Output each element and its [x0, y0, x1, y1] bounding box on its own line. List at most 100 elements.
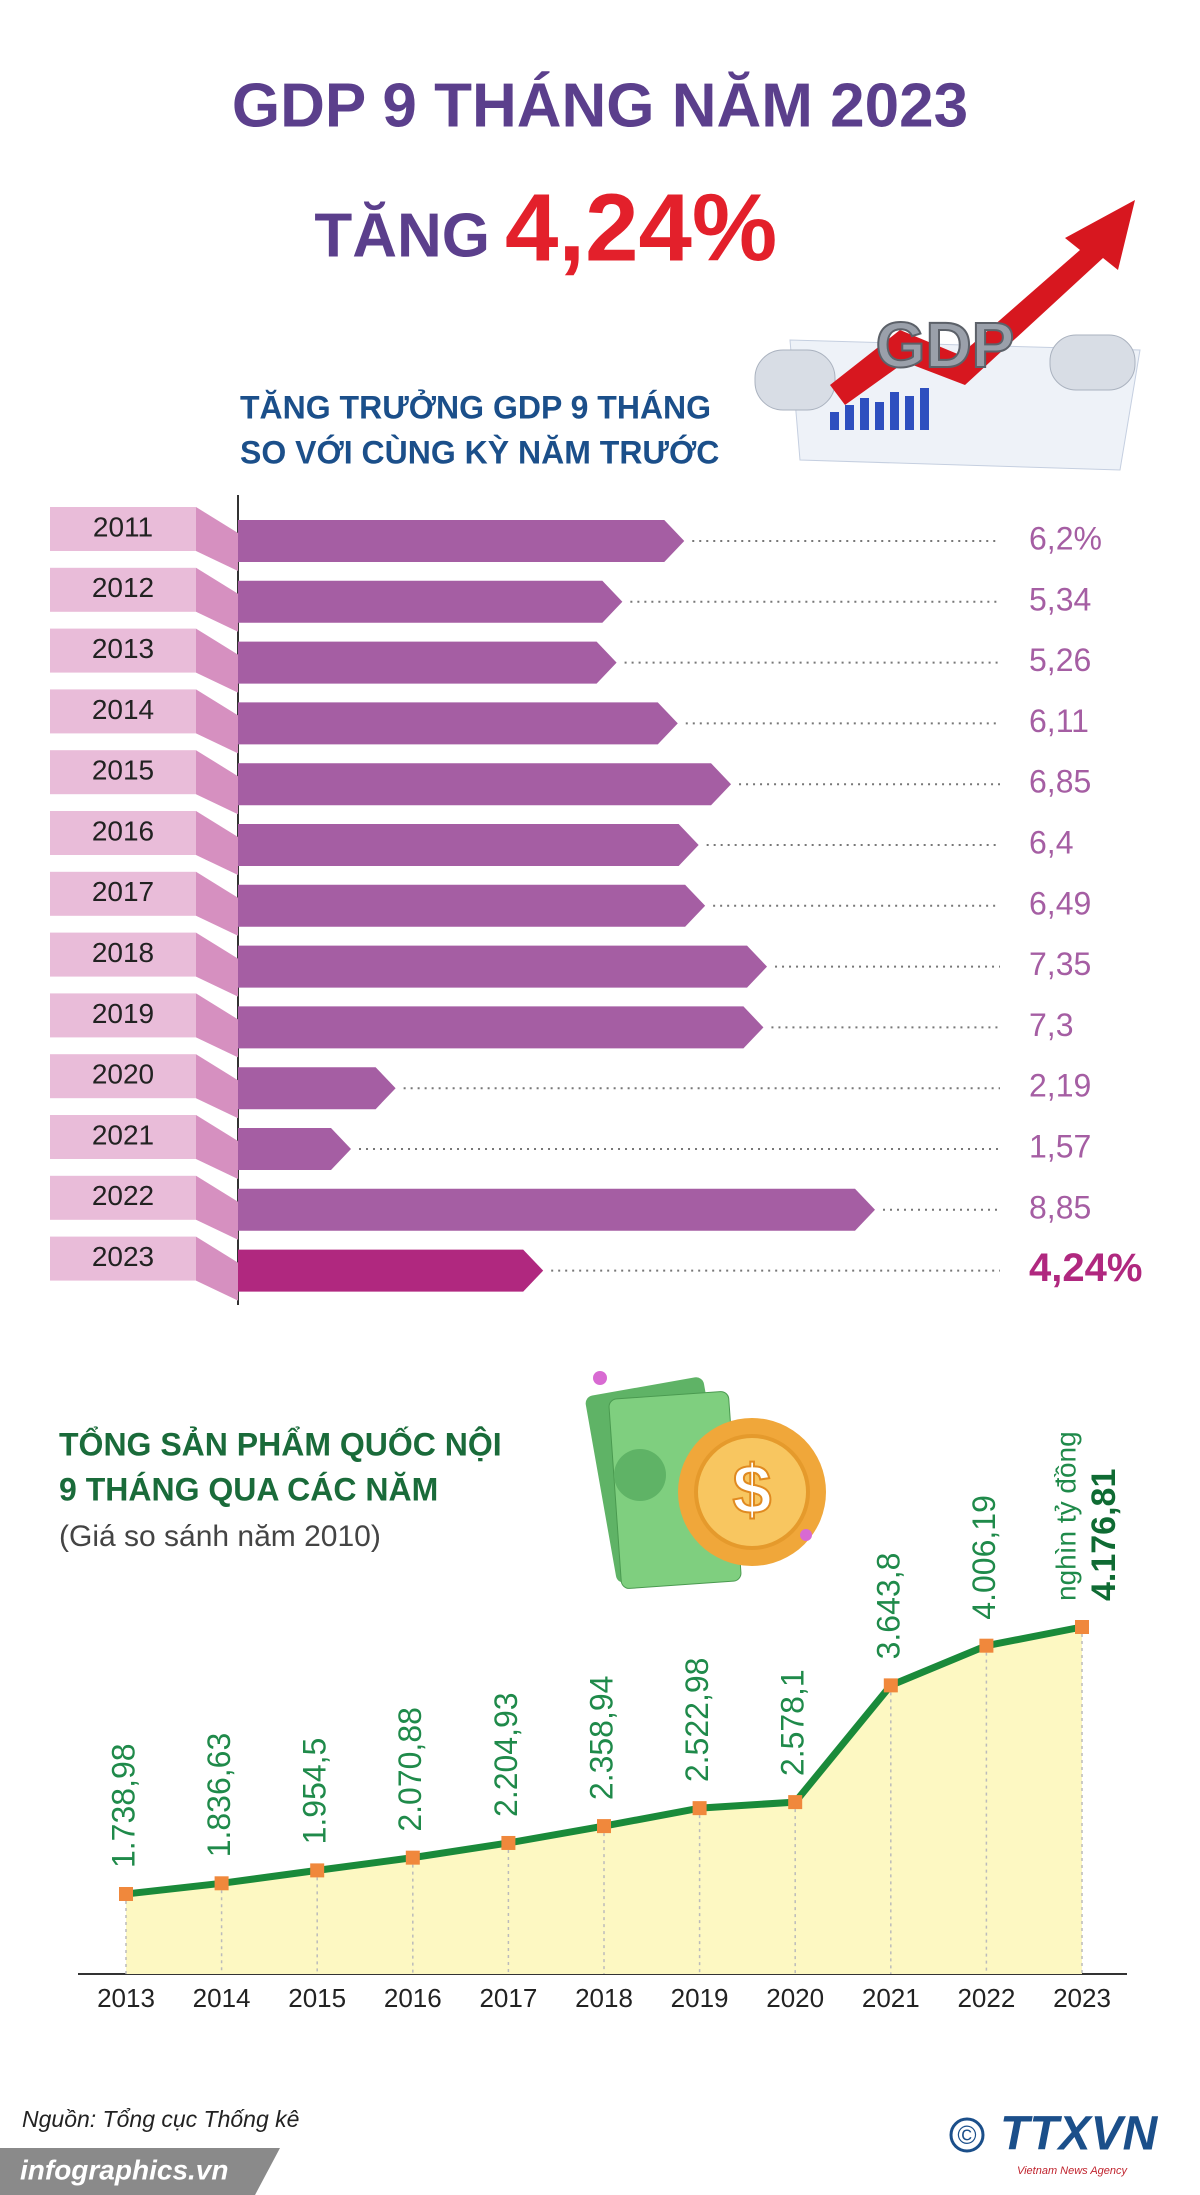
- value-label: 1,57: [1029, 1128, 1091, 1164]
- x-tick-label: 2014: [193, 1983, 251, 2013]
- value-label: 4.006,19: [966, 1495, 1002, 1620]
- year-tab: [50, 1054, 196, 1099]
- bar: [238, 1006, 764, 1049]
- value-label: 2,19: [1029, 1068, 1091, 1104]
- gdp-illustration: GDP: [754, 200, 1141, 471]
- value-label: 6,49: [1029, 885, 1091, 921]
- bar: [238, 520, 685, 562]
- category-label: 2018: [92, 937, 154, 968]
- year-tab-fold: [196, 1175, 238, 1240]
- category-label: 2015: [92, 755, 154, 786]
- value-label: 6,11: [1029, 703, 1089, 739]
- year-tab: [50, 993, 196, 1038]
- value-label: 2.070,88: [392, 1707, 428, 1832]
- copyright: ©: [957, 2120, 976, 2150]
- copyright-ring: [949, 2117, 985, 2153]
- year-tab-fold: [196, 1115, 238, 1179]
- category-label: 2020: [92, 1059, 154, 1090]
- x-tick-label: 2018: [575, 1983, 633, 2013]
- marker: [214, 1876, 229, 1891]
- marker: [883, 1678, 898, 1693]
- year-tab-fold: [196, 871, 238, 936]
- year-tab: [50, 689, 196, 734]
- roll: [754, 349, 836, 411]
- value-label: 3.643,8: [870, 1553, 906, 1660]
- roll: [1049, 334, 1136, 391]
- marker: [979, 1638, 994, 1653]
- bar: [238, 580, 623, 623]
- value-label: 5,34: [1029, 581, 1091, 617]
- value-label: 2.522,98: [679, 1658, 715, 1783]
- year-tab-fold: [196, 932, 238, 997]
- year-tab: [50, 1115, 196, 1159]
- note-seal: [614, 1449, 666, 1501]
- chart-title: SO VỚI CÙNG KỲ NĂM TRƯỚC: [240, 434, 719, 470]
- category-label: 2021: [92, 1119, 154, 1150]
- category-label: 2023: [92, 1241, 154, 1272]
- marker: [405, 1850, 420, 1865]
- year-tab-fold: [196, 1236, 238, 1301]
- year-tab-fold: [196, 567, 238, 632]
- x-tick-label: 2023: [1053, 1983, 1111, 2013]
- coin-symbol: $: [733, 1450, 772, 1528]
- value-label: 2.578,1: [775, 1669, 811, 1776]
- subtitle-value: 4,24%: [505, 174, 777, 281]
- year-tab-fold: [196, 507, 238, 571]
- year-tab: [50, 507, 196, 551]
- marker: [1075, 1620, 1089, 1634]
- x-tick-label: 2022: [957, 1983, 1015, 2013]
- chart-title: 9 THÁNG QUA CÁC NĂM: [59, 1471, 438, 1507]
- year-tab-fold: [196, 811, 238, 875]
- value-label: 6,4: [1029, 824, 1073, 860]
- x-tick-label: 2015: [288, 1983, 346, 2013]
- year-tab-fold: [196, 628, 238, 693]
- gdp-label: GDP: [876, 309, 1015, 381]
- marker: [597, 1819, 611, 1834]
- bar: [238, 884, 706, 927]
- confetti: [800, 1529, 812, 1541]
- bar: [238, 702, 678, 745]
- category-label: 2013: [92, 633, 154, 664]
- category-label: 2011: [93, 511, 153, 542]
- category-label: 2022: [92, 1180, 154, 1211]
- mini-bars: [830, 388, 929, 430]
- year-tab: [50, 1175, 196, 1220]
- marker: [692, 1801, 707, 1816]
- x-tick-label: 2019: [671, 1983, 729, 2013]
- year-tab-fold: [196, 689, 238, 754]
- year-tab-fold: [196, 1054, 238, 1119]
- source: Nguồn: Tổng cục Thống kê: [22, 2106, 299, 2132]
- chart-title: TỔNG SẢN PHẨM QUỐC NỘI: [59, 1426, 502, 1462]
- category-label: 2014: [92, 694, 154, 725]
- money-illustration: $: [585, 1371, 826, 1589]
- x-tick-label: 2021: [862, 1983, 920, 2013]
- logo-subtitle: Vietnam News Agency: [1017, 2165, 1129, 2177]
- chart-subtitle: (Giá so sánh năm 2010): [59, 1520, 381, 1553]
- year-tab-fold: [196, 750, 238, 815]
- bar: [238, 1249, 544, 1292]
- value-label: 8,85: [1029, 1189, 1091, 1225]
- x-tick-label: 2013: [97, 1983, 155, 2013]
- value-label: 1.836,63: [201, 1733, 237, 1858]
- value-label: 2.358,94: [583, 1676, 619, 1801]
- bar: [238, 1128, 352, 1170]
- confetti: [593, 1371, 607, 1385]
- year-tab: [50, 871, 196, 916]
- value-label: 6,2%: [1029, 520, 1102, 556]
- x-tick-label: 2016: [384, 1983, 442, 2013]
- value-label: 2.204,93: [488, 1692, 524, 1817]
- title: GDP 9 THÁNG NĂM 2023: [232, 71, 968, 140]
- value-label: 4,24%: [1029, 1246, 1142, 1290]
- value-label: 7,35: [1029, 946, 1091, 982]
- x-tick-label: 2017: [479, 1983, 537, 2013]
- marker: [119, 1887, 133, 1901]
- category-label: 2012: [92, 572, 154, 603]
- bar: [238, 641, 617, 684]
- value-label: 6,85: [1029, 764, 1091, 800]
- year-tab: [50, 750, 196, 795]
- website-band: [0, 2148, 280, 2195]
- category-label: 2017: [92, 876, 154, 907]
- x-tick-label: 2020: [766, 1983, 824, 2013]
